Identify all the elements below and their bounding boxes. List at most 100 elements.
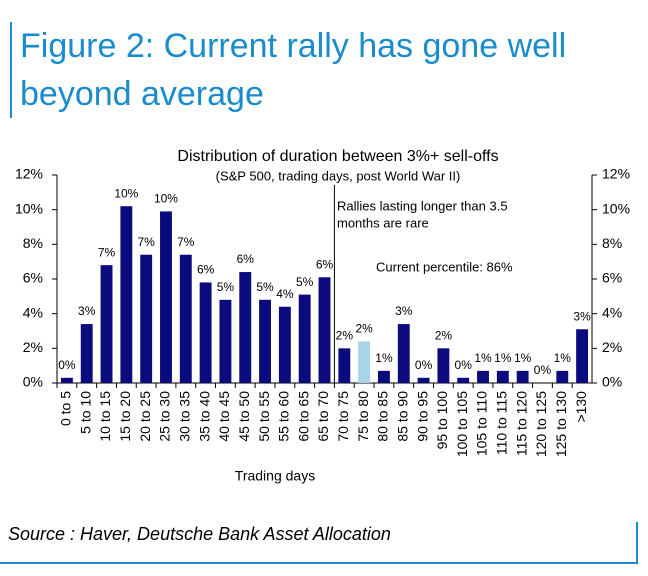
bar: [100, 265, 113, 383]
source: Source : Haver, Deutsche Bank Asset Allo…: [8, 524, 391, 544]
y-tick-label: 12%: [15, 166, 43, 182]
bar: [358, 341, 371, 383]
value-label: 5%: [217, 280, 235, 294]
accent-bar: [10, 22, 12, 118]
value-label: 2%: [336, 329, 354, 343]
value-label: 1%: [375, 351, 393, 365]
value-label: 7%: [137, 235, 155, 249]
x-tick-label: 50 to 55: [256, 391, 272, 442]
x-tick-label: >130: [573, 391, 589, 423]
y2-tick-label: 10%: [602, 200, 630, 216]
accent-bar: [636, 522, 638, 562]
value-label: 6%: [237, 252, 255, 266]
y-tick-label: 4%: [23, 304, 43, 320]
value-label: 5%: [296, 275, 314, 289]
bar: [318, 277, 331, 383]
x-tick-label: 125 to 130: [553, 391, 569, 457]
annotation: Rallies lasting longer than 3.5: [337, 198, 508, 213]
x-tick-label: 25 to 30: [157, 391, 173, 442]
x-tick-label: 20 to 25: [137, 391, 153, 442]
x-tick-label: 90 to 95: [414, 391, 430, 442]
bar: [120, 206, 133, 383]
x-tick-label: 120 to 125: [533, 391, 549, 457]
chart-title: Distribution of duration between 3%+ sel…: [177, 148, 498, 165]
value-label: 3%: [78, 304, 96, 318]
y-tick-label: 6%: [23, 270, 43, 286]
value-label: 0%: [534, 363, 552, 377]
x-tick-label: 80 to 85: [375, 391, 391, 442]
x-axis-title: Trading days: [235, 468, 315, 484]
bar: [397, 324, 410, 383]
x-tick-label: 70 to 75: [335, 391, 351, 442]
value-label: 2%: [435, 329, 453, 343]
y-tick-label: 0%: [23, 374, 43, 390]
bar: [417, 377, 430, 383]
bar: [179, 254, 192, 383]
annotation: Current percentile: 86%: [376, 259, 513, 274]
bar: [437, 348, 450, 383]
bar: [160, 211, 172, 383]
value-label: 0%: [455, 358, 473, 372]
x-tick-label: 30 to 35: [176, 391, 192, 442]
y-tick-label: 10%: [15, 200, 43, 216]
value-label: 1%: [554, 351, 572, 365]
x-tick-label: 10 to 15: [97, 391, 113, 442]
x-tick-label: 110 to 115: [494, 391, 510, 455]
bar: [60, 377, 73, 383]
bar: [496, 370, 509, 383]
value-label: 5%: [256, 280, 274, 294]
x-tick-label: 95 to 100: [434, 391, 450, 450]
x-tick-label: 60 to 65: [295, 391, 311, 442]
value-label: 2%: [355, 322, 373, 336]
bar: [516, 370, 529, 383]
bar: [576, 329, 589, 383]
y2-tick-label: 12%: [602, 166, 630, 182]
x-tick-label: 55 to 60: [276, 391, 292, 442]
value-label: 3%: [395, 304, 413, 318]
accent-line: [0, 562, 638, 564]
chart-subtitle: (S&P 500, trading days, post World War I…: [216, 168, 461, 183]
x-tick-label: 0 to 5: [58, 391, 74, 426]
bar: [298, 294, 311, 383]
bar: [219, 299, 232, 383]
y2-tick-label: 0%: [602, 374, 622, 390]
x-tick-label: 40 to 45: [216, 391, 232, 442]
bar: [259, 299, 271, 383]
x-tick-label: 105 to 110: [474, 391, 490, 456]
y-tick-label: 2%: [23, 339, 43, 355]
annotation: months are rare: [337, 215, 429, 230]
x-tick-label: 65 to 70: [315, 391, 331, 442]
chart: Distribution of duration between 3%+ sel…: [15, 148, 630, 484]
value-label: 3%: [573, 309, 591, 323]
value-label: 0%: [58, 358, 76, 372]
x-tick-label: 5 to 10: [77, 391, 93, 434]
bar: [477, 370, 489, 383]
x-tick-label: 35 to 40: [196, 391, 212, 442]
bar: [239, 272, 252, 383]
y-tick-label: 8%: [23, 235, 43, 251]
bar: [278, 306, 291, 383]
bar: [80, 324, 93, 383]
bar: [556, 370, 569, 383]
x-tick-label: 45 to 50: [236, 391, 252, 442]
y2-tick-label: 6%: [602, 270, 622, 286]
value-label: 1%: [474, 351, 492, 365]
x-tick-label: 15 to 20: [117, 391, 133, 442]
y2-tick-label: 2%: [602, 339, 622, 355]
x-tick-label: 115 to 120: [513, 391, 529, 456]
bar: [457, 377, 470, 383]
x-tick-label: 85 to 90: [394, 391, 410, 442]
bar: [338, 348, 351, 383]
x-tick-label: 100 to 105: [454, 391, 470, 457]
value-label: 10%: [154, 192, 178, 206]
value-label: 7%: [98, 245, 116, 259]
value-label: 4%: [276, 287, 294, 301]
y2-tick-label: 8%: [602, 235, 622, 251]
value-label: 10%: [114, 186, 138, 200]
value-label: 7%: [177, 235, 195, 249]
bar: [140, 254, 153, 383]
figure-title: Figure 2: Current rally has gone well be…: [20, 27, 567, 113]
value-label: 6%: [316, 257, 334, 271]
value-label: 0%: [415, 358, 433, 372]
